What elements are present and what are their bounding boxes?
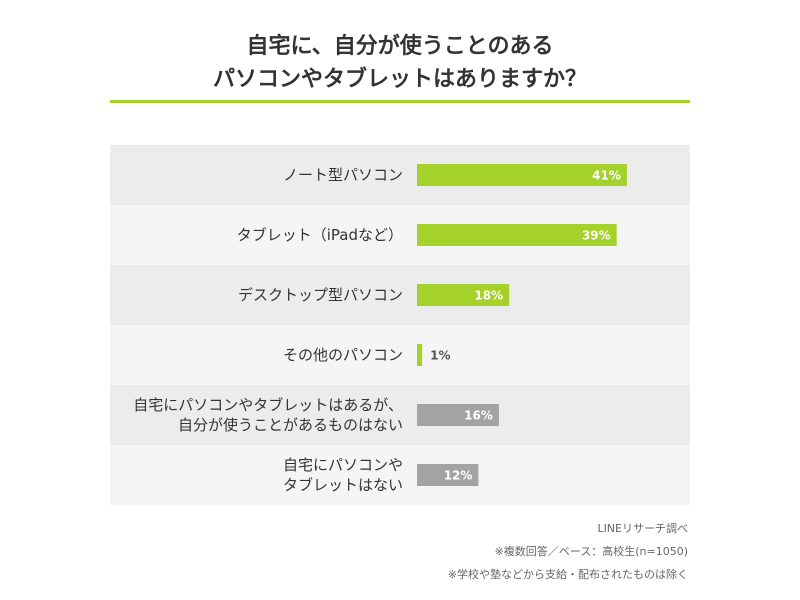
bar xyxy=(417,164,627,186)
value-label: 12% xyxy=(444,469,473,483)
bar xyxy=(417,224,617,246)
category-label: その他のパソコン xyxy=(282,346,403,364)
bar xyxy=(417,464,479,486)
bar xyxy=(417,404,499,426)
bar xyxy=(417,344,423,366)
row-band xyxy=(110,265,690,325)
category-label: 自宅にパソコンやタブレットはあるが、 自分が使うことがあるものはない xyxy=(133,396,403,434)
row-band xyxy=(110,385,690,445)
footnote: LINEリサーチ調べ xyxy=(597,522,688,535)
category-label: タブレット（iPadなど） xyxy=(236,226,403,244)
value-label: 41% xyxy=(592,169,621,183)
category-label: 自宅にパソコンや タブレットはない xyxy=(282,456,403,494)
row-band xyxy=(110,325,690,385)
value-label: 1% xyxy=(430,349,450,363)
footnote: ※複数回答／ベース：高校生(n=1050) xyxy=(494,545,688,558)
row-band xyxy=(110,445,690,505)
value-label: 39% xyxy=(582,229,611,243)
category-label: ノート型パソコン xyxy=(282,166,403,184)
chart-title: 自宅に、自分が使うことのある パソコンやタブレットはありますか？ xyxy=(212,34,587,92)
category-label: デスクトップ型パソコン xyxy=(237,286,403,304)
title-underline xyxy=(110,100,690,103)
bar xyxy=(417,284,510,306)
footnote: ※学校や塾などから支給・配布されたものは除く xyxy=(447,568,688,581)
value-label: 16% xyxy=(464,409,493,423)
value-label: 18% xyxy=(474,289,503,303)
